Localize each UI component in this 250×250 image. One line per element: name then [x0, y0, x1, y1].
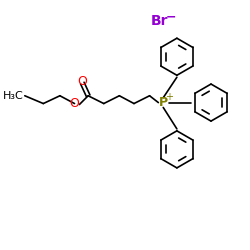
Text: H₃C: H₃C [3, 91, 24, 101]
Text: +: + [165, 92, 173, 102]
Text: O: O [70, 97, 80, 110]
Text: P: P [159, 96, 168, 109]
Text: O: O [77, 75, 87, 88]
Text: −: − [166, 10, 177, 23]
Text: Br: Br [150, 14, 168, 28]
